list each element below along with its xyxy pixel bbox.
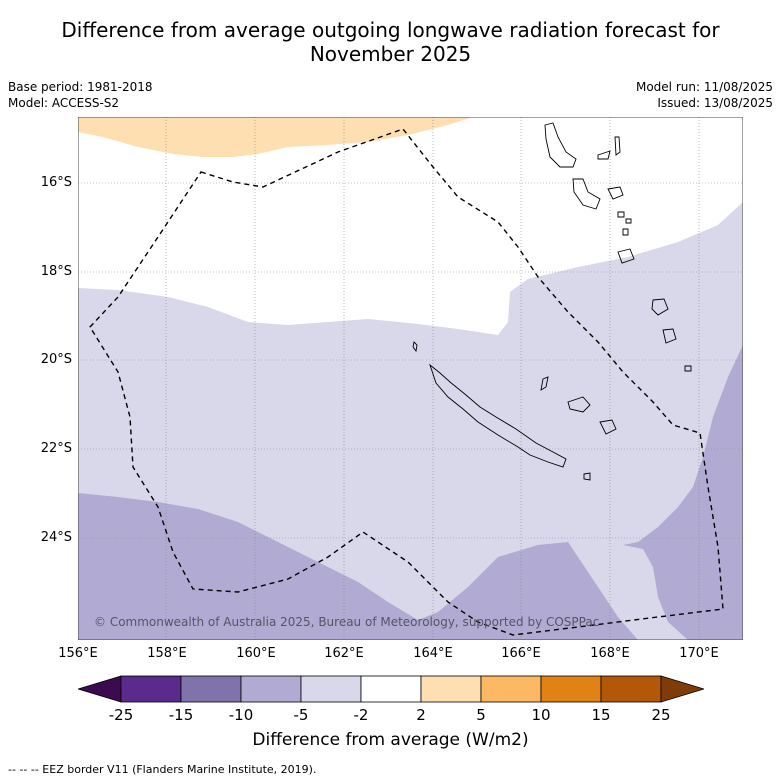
lat-label-18s: 18°S — [40, 264, 72, 279]
shepherd-islets — [617, 211, 632, 236]
issued-date: Issued: 13/08/2025 — [657, 96, 773, 110]
olr-anomaly-map: © Commonwealth of Australia 2025, Bureau… — [78, 117, 743, 640]
aneityum-island — [662, 328, 677, 344]
small-islet-east — [684, 365, 692, 372]
colorbar-segment-6 — [420, 675, 482, 703]
espiritu-santo-island — [544, 122, 577, 168]
ouvea-island — [540, 376, 549, 391]
colorbar-segment-7 — [480, 675, 542, 703]
colorbar-segment-9 — [600, 675, 662, 703]
meta-right: Model run: 11/08/2025 Issued: 13/08/2025 — [636, 79, 773, 111]
colorbar-tick: 2 — [416, 706, 426, 724]
isle-of-pines — [583, 472, 591, 481]
colorbar-tick: 10 — [531, 706, 551, 724]
colorbar-extend-high — [660, 675, 704, 703]
colorbar-segment-4 — [300, 675, 362, 703]
model-name: Model: ACCESS-S2 — [8, 96, 120, 110]
colorbar-label: Difference from average (W/m2) — [252, 730, 529, 750]
lon-label-168e: 168°E — [590, 646, 630, 661]
colorbar-segment-8 — [540, 675, 602, 703]
model-run: Model run: 11/08/2025 — [635, 80, 773, 94]
page-title: Difference from average outgoing longwav… — [0, 18, 781, 66]
lat-label-20s: 20°S — [40, 352, 72, 367]
base-period: Base period: 1981-2018 — [8, 80, 153, 94]
eez-border — [89, 128, 724, 636]
colorbar-segment-1 — [120, 675, 182, 703]
new-caledonia-main — [429, 363, 567, 468]
colorbar-tick: -25 — [108, 706, 134, 724]
lon-label-170e: 170°E — [679, 646, 719, 661]
anomaly-region-dark-southeast — [623, 345, 743, 640]
lon-label-156e: 156°E — [58, 646, 98, 661]
lon-label-164e: 164°E — [413, 646, 453, 661]
lat-label-16s: 16°S — [40, 175, 72, 190]
tanna-island — [651, 298, 669, 316]
colorbar-tick: -10 — [228, 706, 254, 724]
colorbar-segment-2 — [180, 675, 242, 703]
anomaly-region-dark-southwest — [78, 493, 638, 640]
lon-label-158e: 158°E — [147, 646, 187, 661]
colorbar-tick: -2 — [353, 706, 369, 724]
copyright-notice: © Commonwealth of Australia 2025, Bureau… — [94, 615, 599, 629]
lon-label-162e: 162°E — [324, 646, 364, 661]
malekula-island — [572, 178, 601, 210]
ambae-island — [597, 150, 611, 160]
lifou-island — [567, 396, 591, 413]
graticule — [78, 117, 743, 640]
anomaly-region-positive — [78, 117, 473, 157]
title-line-2: November 2025 — [309, 42, 472, 66]
title-line-1: Difference from average outgoing longwav… — [61, 18, 720, 42]
colorbar-segment-5 — [360, 675, 422, 703]
lat-label-22s: 22°S — [40, 441, 72, 456]
lat-label-24s: 24°S — [40, 530, 72, 545]
colorbar-tick: 5 — [476, 706, 486, 724]
colorbar — [78, 675, 704, 703]
mare-island — [599, 419, 617, 435]
belep-islet — [412, 341, 418, 353]
lon-label-160e: 160°E — [236, 646, 276, 661]
colorbar-extend-low — [78, 675, 122, 703]
eez-legend-note: -- -- -- EEZ border V11 (Flanders Marine… — [8, 763, 317, 776]
colorbar-tick: 15 — [591, 706, 611, 724]
colorbar-tick: -15 — [168, 706, 194, 724]
colorbar-tick: -5 — [293, 706, 309, 724]
lon-label-166e: 166°E — [501, 646, 541, 661]
pentecost-island — [614, 136, 621, 156]
colorbar-tick: 25 — [651, 706, 671, 724]
efate-island — [607, 186, 624, 200]
erromango-island — [617, 248, 635, 264]
colorbar-segment-3 — [240, 675, 302, 703]
meta-left: Base period: 1981-2018 Model: ACCESS-S2 — [8, 79, 153, 111]
